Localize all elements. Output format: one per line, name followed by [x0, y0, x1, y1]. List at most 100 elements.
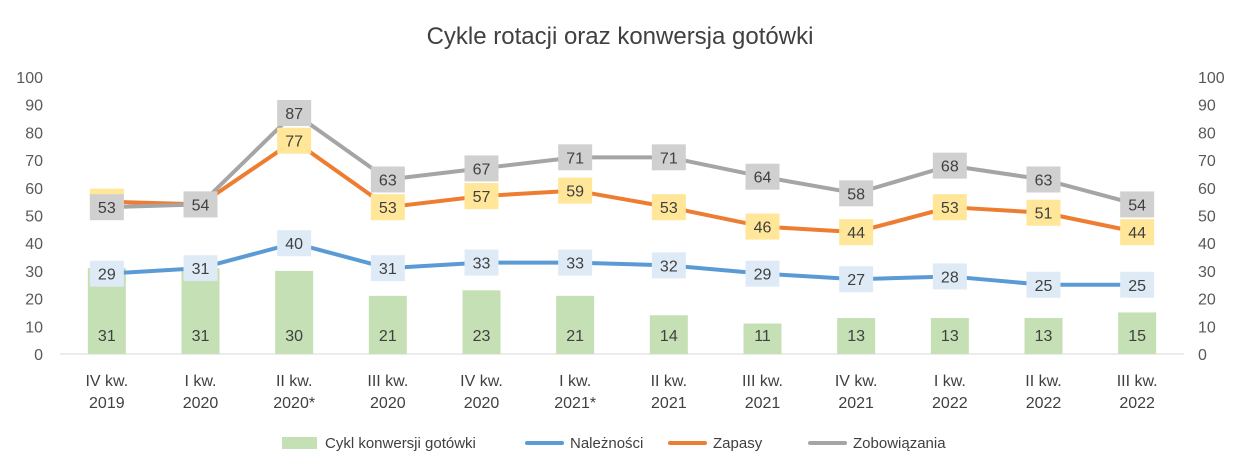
y-tick-left: 30 [25, 264, 43, 281]
bar-data-label: 13 [847, 328, 865, 345]
line-data-label: 27 [839, 266, 874, 293]
data-label-background [558, 144, 593, 171]
y-tick-left: 60 [25, 181, 43, 198]
bar-data-label: 13 [941, 328, 959, 345]
data-label-background [277, 230, 312, 257]
x-category-label: I kw. 2020 [183, 373, 219, 412]
bar-data-label: 23 [473, 328, 491, 345]
data-label-background [1120, 271, 1155, 298]
data-label-background [277, 100, 312, 127]
line-data-label: 71 [558, 144, 593, 171]
data-label-text: 32 [660, 258, 678, 275]
data-label-background [1026, 271, 1061, 298]
bar [649, 315, 688, 354]
data-label-text: 57 [473, 189, 491, 206]
line-series [104, 111, 1140, 287]
line-data-label: 87 [277, 100, 312, 127]
legend-item: Należności [525, 435, 643, 452]
x-category-label: IV kw. 2020 [460, 373, 503, 412]
y-tick-right: 90 [1198, 98, 1216, 115]
data-label-background [745, 213, 780, 240]
data-label-background [651, 252, 686, 279]
line-data-label: 46 [745, 213, 780, 240]
data-label-text: 25 [1128, 278, 1146, 295]
data-label-background [651, 194, 686, 221]
data-label-background [370, 194, 405, 221]
line-data-label: 40 [277, 230, 312, 257]
x-category-label: II kw. 2021 [651, 373, 687, 412]
data-label-text: 59 [566, 184, 584, 201]
line-data-label: 51 [1026, 199, 1061, 226]
bar-data-label: 31 [192, 328, 210, 345]
legend-item: Zobowiązania [808, 435, 946, 452]
data-label-text: 54 [192, 197, 210, 214]
line-data-label: 33 [464, 249, 499, 276]
y-tick-left: 40 [25, 236, 43, 253]
data-label-text: 44 [1128, 225, 1146, 242]
y-tick-left: 100 [16, 70, 43, 87]
data-label-background [558, 249, 593, 276]
data-label-background [464, 249, 499, 276]
bar-data-label: 21 [379, 328, 397, 345]
data-label-text: 63 [379, 172, 397, 189]
data-label-text: 44 [847, 225, 865, 242]
data-label-background [839, 266, 874, 293]
line-data-label: 64 [745, 163, 780, 190]
data-label-background [183, 255, 218, 282]
data-label-background [745, 163, 780, 190]
legend-label: Należności [570, 435, 643, 452]
data-label-background [839, 219, 874, 246]
data-label-background [464, 183, 499, 210]
x-category-label: I kw. 2022 [932, 373, 968, 412]
data-label-background [89, 260, 124, 287]
data-label-text: 53 [98, 200, 116, 217]
y-tick-left: 0 [34, 347, 43, 364]
data-label-background [1026, 199, 1061, 226]
bar-data-label: 11 [754, 328, 771, 345]
line-data-label: 68 [932, 152, 967, 179]
line-data-label: 77 [277, 127, 312, 154]
y-tick-right: 70 [1198, 153, 1216, 170]
data-label-background [370, 255, 405, 282]
data-label-text: 87 [285, 106, 303, 123]
line-data-label: 31 [370, 255, 405, 282]
line-data-label: 71 [651, 144, 686, 171]
data-label-text: 64 [754, 170, 772, 187]
line-data-label: 59 [558, 177, 593, 204]
bar-data-label: 13 [1035, 328, 1053, 345]
line-data-label: 25 [1120, 271, 1155, 298]
data-label-background [89, 194, 124, 221]
bar-data-label: 31 [98, 328, 116, 345]
bar [368, 295, 407, 354]
line-data-label: 33 [558, 249, 593, 276]
y-tick-right: 10 [1198, 319, 1216, 336]
y-tick-right: 80 [1198, 125, 1216, 142]
y-tick-right: 30 [1198, 264, 1216, 281]
x-category-label: III kw. 2020 [367, 373, 408, 412]
data-label-text: 53 [941, 200, 959, 217]
line-data-label: 32 [651, 252, 686, 279]
data-label-background [1026, 166, 1061, 193]
data-label-background [1120, 219, 1155, 246]
x-axis-categories: IV kw. 2019 I kw. 2020 II kw. 2020* III kw. 202… [85, 373, 1157, 412]
series-line [104, 138, 1140, 235]
y-tick-left: 80 [25, 125, 43, 142]
bar [743, 323, 782, 354]
y-tick-right: 20 [1198, 292, 1216, 309]
line-data-label: 53 [370, 194, 405, 221]
data-label-text: 71 [660, 150, 678, 167]
data-label-text: 71 [566, 150, 584, 167]
bar-data-label: 21 [566, 328, 584, 345]
y-tick-left: 20 [25, 292, 43, 309]
bar-data-label: 30 [285, 328, 303, 345]
line-data-label: 44 [839, 219, 874, 246]
line-data-label: 54 [1120, 191, 1155, 218]
legend-item: Zapasy [668, 435, 763, 452]
legend-swatch [282, 437, 317, 449]
data-label-text: 33 [566, 256, 584, 273]
data-label-text: 68 [941, 159, 959, 176]
data-label-text: 67 [473, 161, 491, 178]
bar [556, 295, 595, 354]
bar-data-label: 14 [660, 328, 678, 345]
